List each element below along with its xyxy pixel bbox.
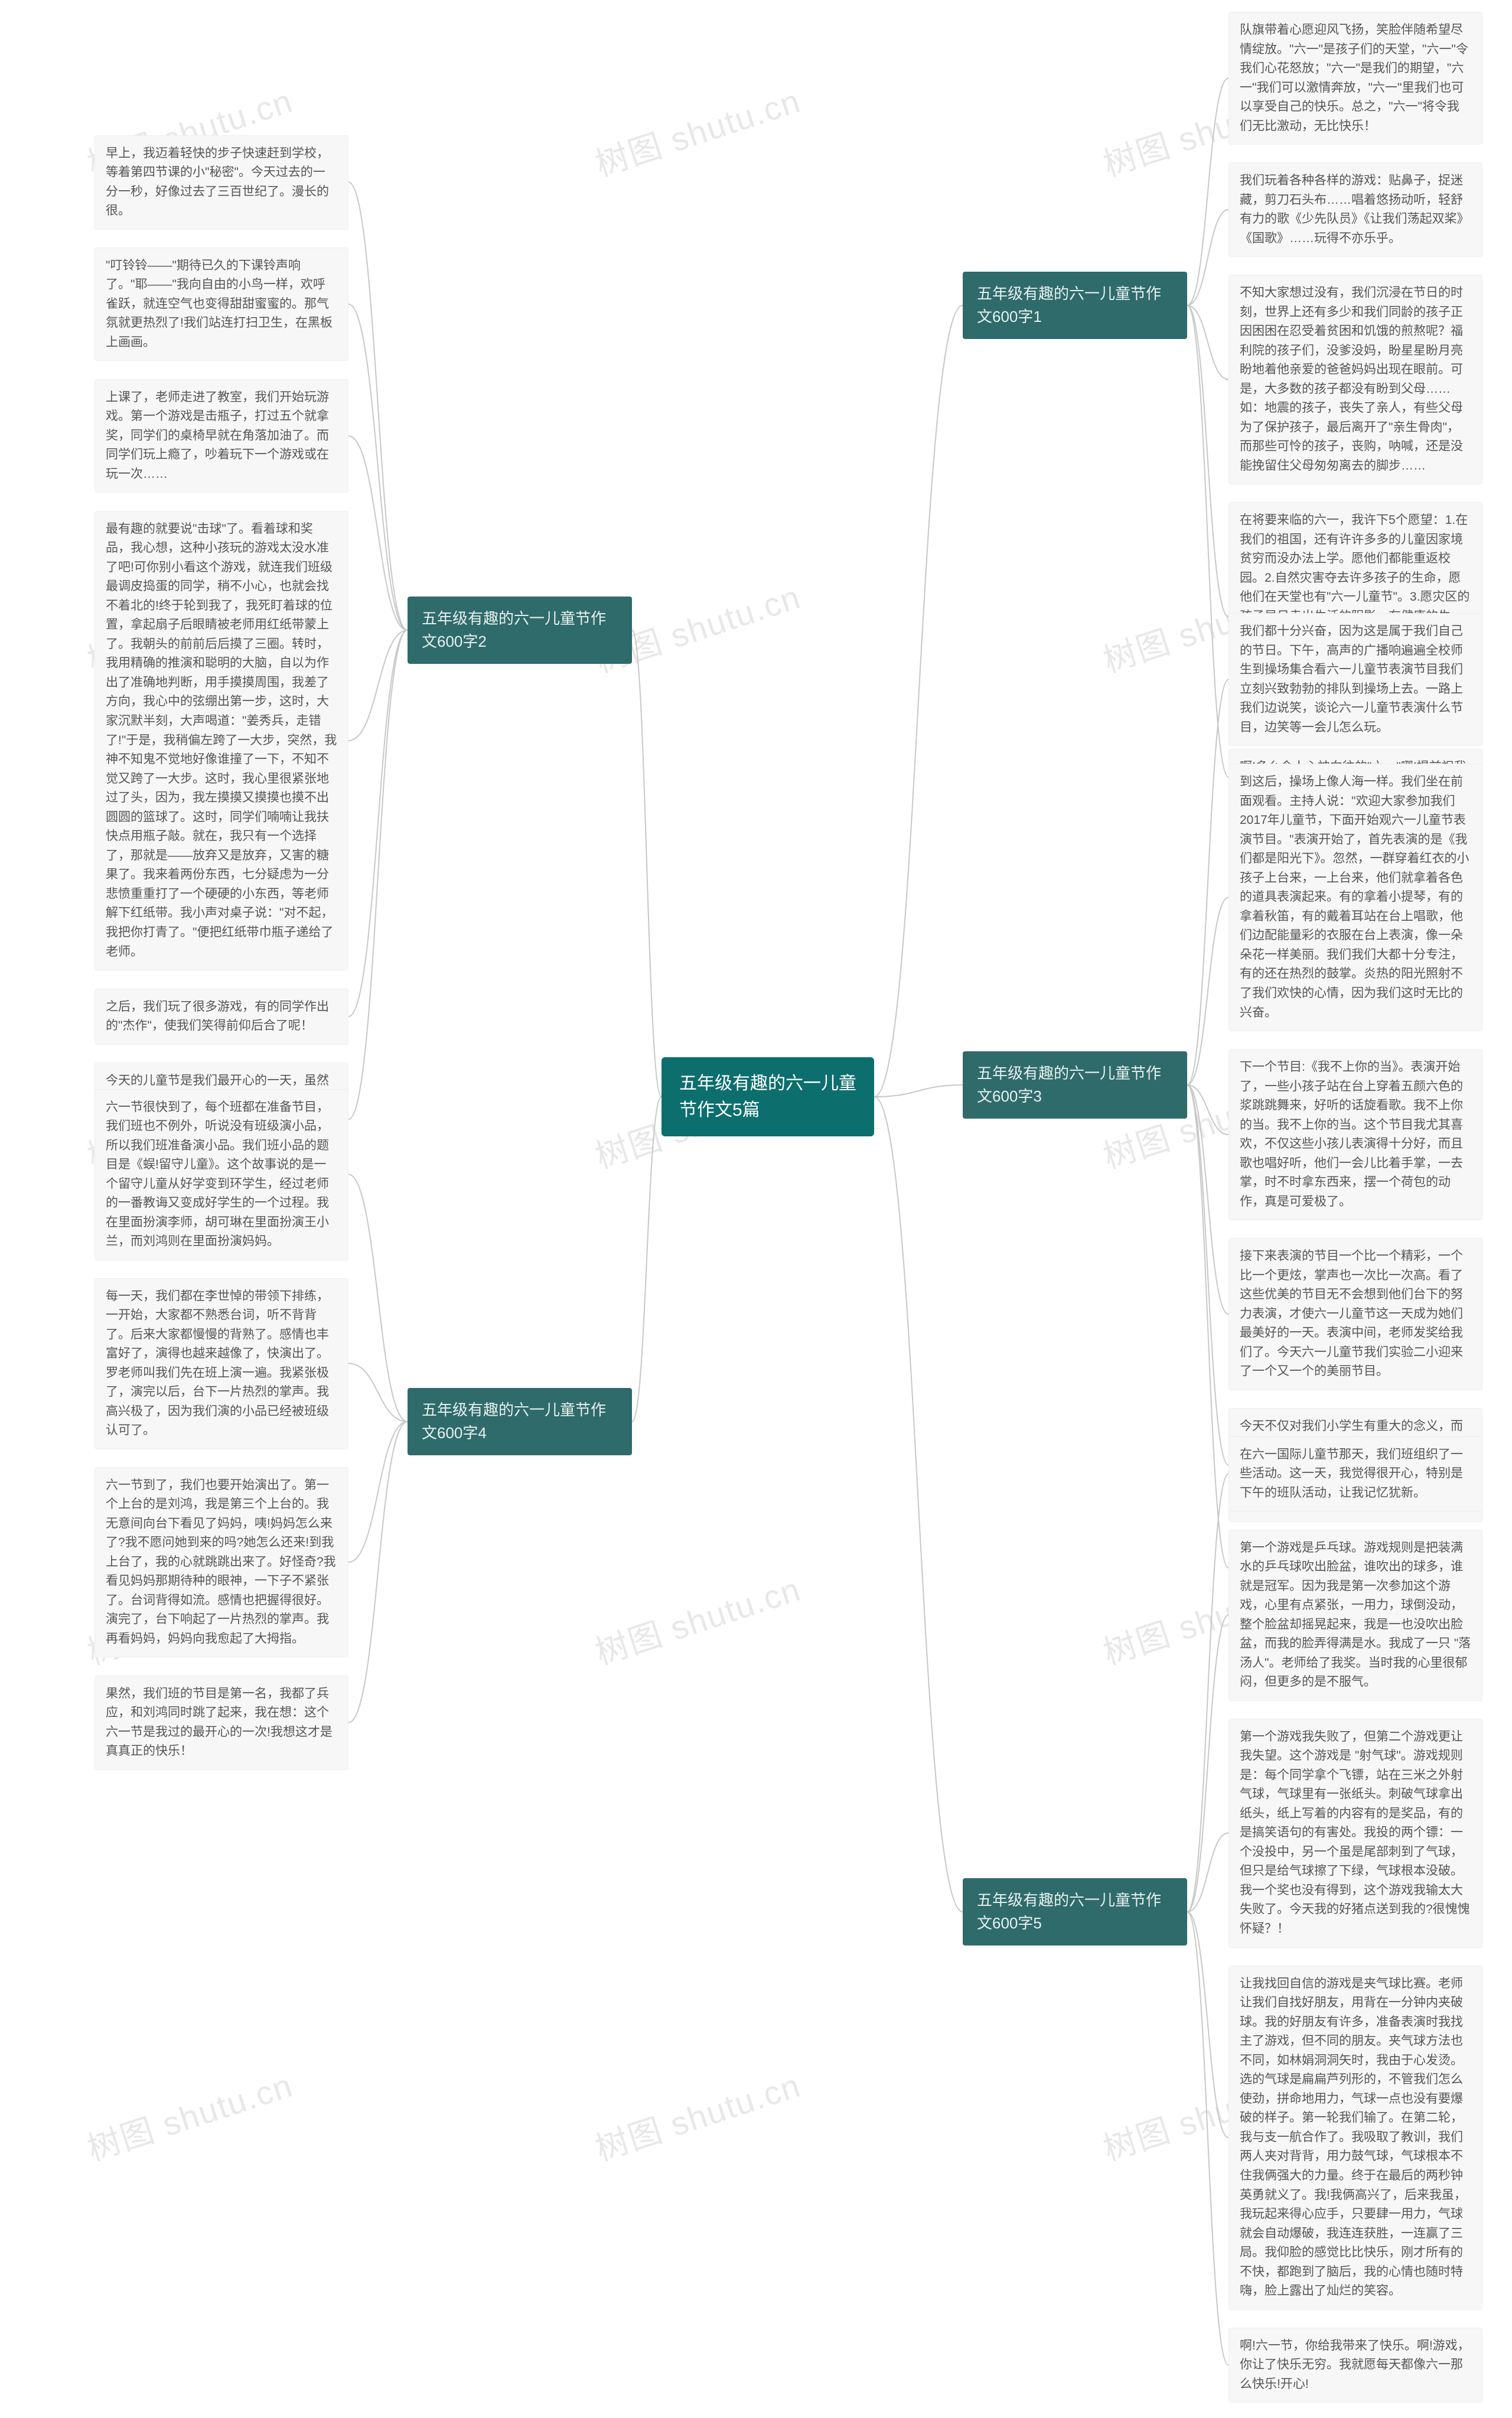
- leaf-node: 最有趣的就要说"击球"了。看着球和奖品，我心想，这种小孩玩的游戏太没水准了吧!可…: [94, 511, 348, 971]
- watermark: 树图 shutu.cn: [588, 74, 806, 186]
- leaf-node: 第一个游戏我失败了，但第二个游戏更让我失望。这个游戏是 "射气球"。游戏规则是：…: [1228, 1719, 1482, 1948]
- branch-node-3: 五年级有趣的六一儿童节作文600字3: [963, 1051, 1187, 1119]
- leaf-node: 让我找回自信的游戏是夹气球比赛。老师让我们自找好朋友，用背在一分钟内夹破球。我的…: [1228, 1966, 1482, 2310]
- leaf-node: "叮铃铃——"期待已久的下课铃声响了。"耶——"我向自由的小鸟一样，欢呼雀跃，就…: [94, 247, 348, 361]
- leaf-node: 上课了，老师走进了教室，我们开始玩游戏。第一个游戏是击瓶子，打过五个就拿奖，同学…: [94, 379, 348, 493]
- leaf-node: 在六一国际儿童节那天，我们班组织了一些活动。这一天，我觉得很开心，特别是下午的班…: [1228, 1436, 1482, 1512]
- leaf-node: 啊!六一节，你给我带来了快乐。啊!游戏，你让了快乐无穷。我就愿每天都像六一那么快…: [1228, 2328, 1482, 2403]
- branch-node-1: 五年级有趣的六一儿童节作文600字1: [963, 272, 1187, 339]
- leaf-node: 之后，我们玩了很多游戏，有的同学作出的"杰作"，使我们笑得前仰后合了呢！: [94, 989, 348, 1045]
- leaf-node: 六一节很快到了，每个班都在准备节目，我们班也不例外，听说没有班级演小品，所以我们…: [94, 1089, 348, 1260]
- branch-node-2: 五年级有趣的六一儿童节作文600字2: [408, 597, 632, 664]
- leaf-node: 我们玩着各种各样的游戏：贴鼻子，捉迷藏，剪刀石头布……唱着悠扬动听，轻舒有力的歌…: [1228, 162, 1482, 257]
- leaf-node: 到这后，操场上像人海一样。我们坐在前面观看。主持人说："欢迎大家参加我们2017…: [1228, 764, 1482, 1031]
- leaf-node: 队旗带着心愿迎风飞扬，笑脸伴随希望尽情绽放。"六一"是孩子们的天堂，"六一"令我…: [1228, 12, 1482, 145]
- leaf-node: 果然，我们班的节目是第一名，我都了兵应，和刘鸿同时跳了起来，我在想：这个六一节是…: [94, 1676, 348, 1770]
- watermark: 树图 shutu.cn: [588, 1563, 806, 1674]
- leaf-node: 不知大家想过没有，我们沉浸在节日的时刻，世界上还有多少和我们同龄的孩子正因困困在…: [1228, 275, 1482, 484]
- leaf-node: 我们都十分兴奋，因为这是属于我们自己的节日。下午，高声的广播响遍遍全校师生到操场…: [1228, 613, 1482, 746]
- leaf-node: 六一节到了，我们也要开始演出了。第一个上台的是刘鸿，我是第三个上台的。我无意间向…: [94, 1467, 348, 1658]
- branch-node-4: 五年级有趣的六一儿童节作文600字4: [408, 1388, 632, 1455]
- root-node: 五年级有趣的六一儿童节作文5篇: [662, 1057, 874, 1136]
- leaf-node: 第一个游戏是乒乓球。游戏规则是把装满水的乒乓球吹出脸盆，谁吹出的球多，谁就是冠军…: [1228, 1530, 1482, 1701]
- branch-node-5: 五年级有趣的六一儿童节作文600字5: [963, 1878, 1187, 1946]
- watermark: 树图 shutu.cn: [588, 2059, 806, 2171]
- watermark: 树图 shutu.cn: [80, 2059, 298, 2171]
- leaf-node: 下一个节目:《我不上你的当》。表演开始了，一些小孩子站在台上穿着五颜六色的浆跳跳…: [1228, 1049, 1482, 1220]
- leaf-node: 每一天，我们都在李世悼的带领下排练，一开始，大家都不熟悉台词，听不背背了。后来大…: [94, 1278, 348, 1449]
- leaf-node: 接下来表演的节目一个比一个精彩，一个比一个更炫，掌声也一次比一次高。看了这些优美…: [1228, 1238, 1482, 1390]
- leaf-node: 早上，我迈着轻快的步子快速赶到学校，等着第四节课的小"秘密"。今天过去的一分一秒…: [94, 135, 348, 230]
